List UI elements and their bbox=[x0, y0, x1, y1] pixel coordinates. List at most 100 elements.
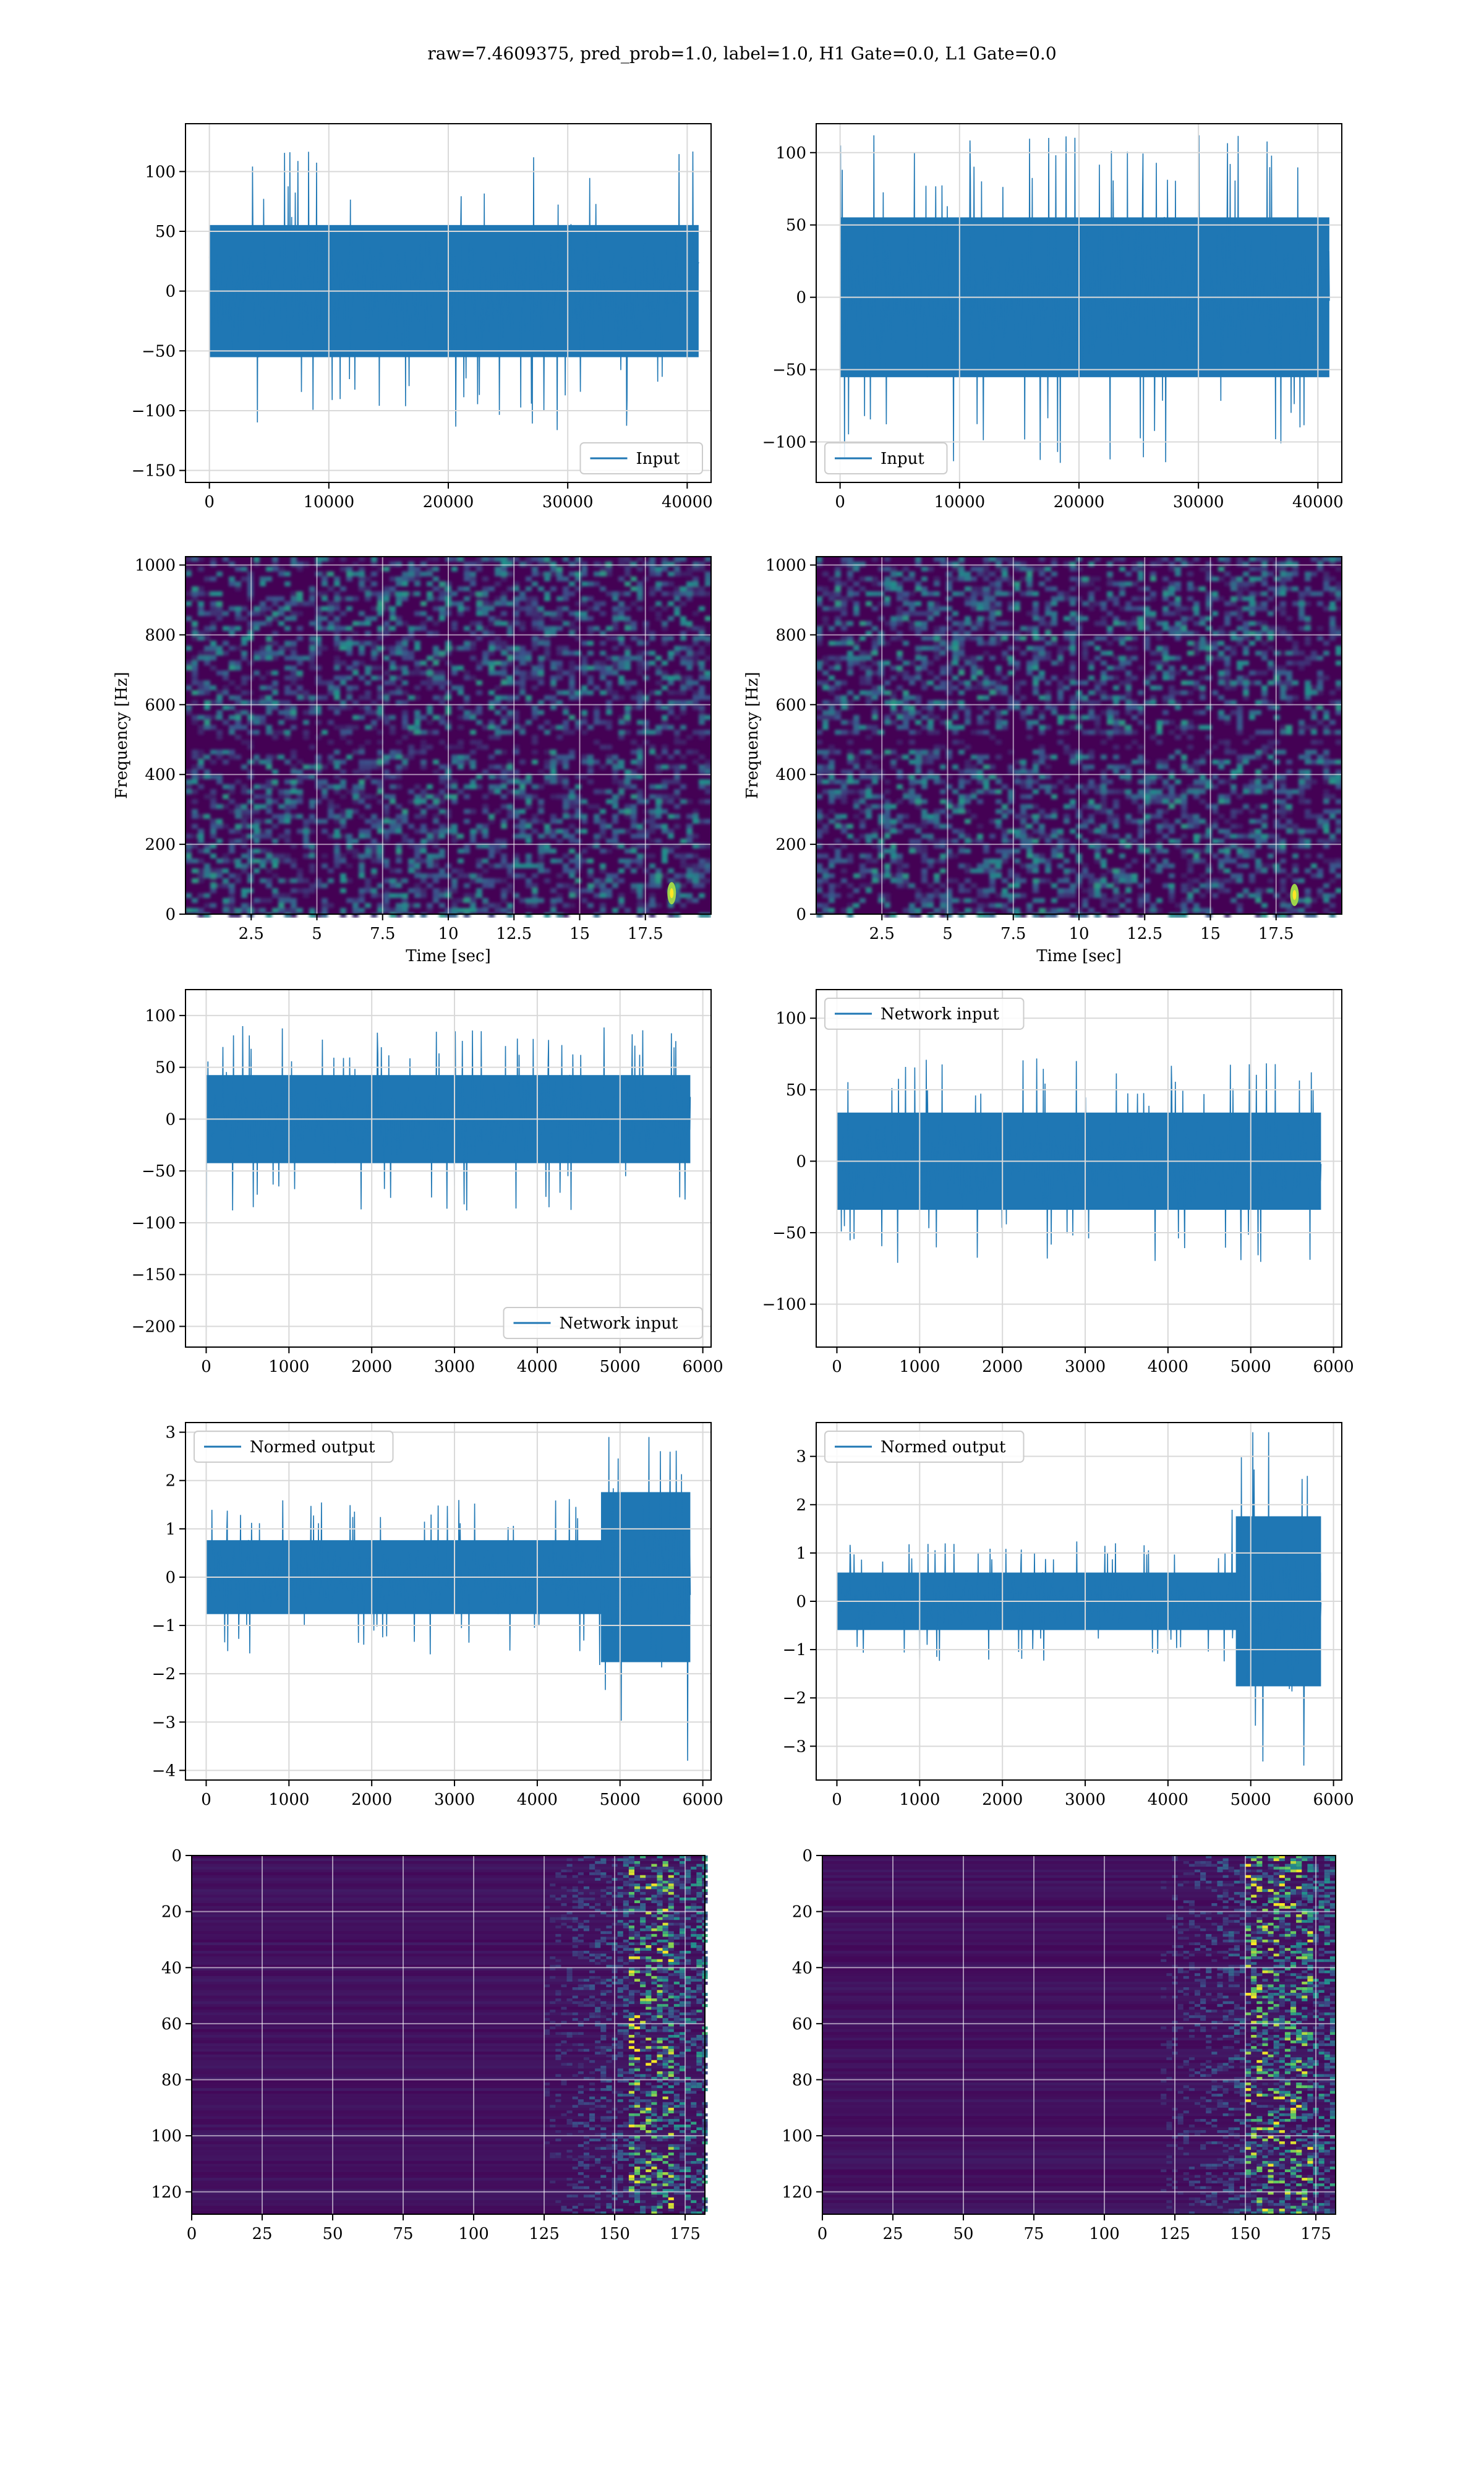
heatmap-cell bbox=[1070, 576, 1076, 581]
heatmap-cell bbox=[519, 661, 526, 666]
heatmap-cell bbox=[816, 680, 822, 685]
heatmap-cell bbox=[328, 809, 334, 814]
heatmap-cell bbox=[946, 804, 952, 809]
heatmap-cell bbox=[618, 675, 625, 680]
heatmap-cell bbox=[229, 725, 235, 730]
heatmap-cell bbox=[260, 651, 266, 656]
x-tick-label: 30000 bbox=[1173, 493, 1224, 511]
heatmap-cell bbox=[1132, 581, 1138, 586]
heatmap-cell bbox=[693, 854, 699, 858]
heatmap-cell bbox=[396, 804, 402, 809]
heatmap-cell bbox=[1101, 606, 1107, 611]
heatmap-cell bbox=[210, 799, 216, 804]
heatmap-cell bbox=[235, 661, 241, 666]
heatmap-cell bbox=[229, 695, 235, 700]
heatmap-cell bbox=[940, 720, 946, 725]
heatmap-cell bbox=[464, 908, 470, 913]
heatmap-cell bbox=[649, 730, 655, 735]
heatmap-cell bbox=[1088, 661, 1094, 666]
heatmap-cell bbox=[996, 819, 1002, 824]
heatmap-cell bbox=[996, 611, 1002, 616]
heatmap-cell bbox=[1181, 913, 1187, 918]
heatmap-cell bbox=[247, 631, 254, 636]
heatmap-cell bbox=[532, 873, 538, 878]
heatmap-cell bbox=[241, 636, 247, 641]
heatmap-cell bbox=[266, 898, 272, 903]
heatmap-cell bbox=[1020, 636, 1026, 641]
heatmap-cell bbox=[705, 715, 711, 720]
heatmap-cell bbox=[897, 858, 903, 863]
heatmap-cell bbox=[223, 651, 229, 656]
heatmap-cell bbox=[439, 849, 445, 854]
heatmap-cell bbox=[686, 626, 693, 631]
heatmap-cell bbox=[303, 829, 309, 834]
heatmap-cell bbox=[328, 868, 334, 873]
heatmap-cell bbox=[822, 670, 829, 675]
heatmap-cell bbox=[1156, 844, 1162, 849]
heatmap-cell bbox=[829, 710, 835, 715]
heatmap-cell bbox=[556, 596, 563, 601]
heatmap-cell bbox=[829, 700, 835, 705]
heatmap-cell bbox=[1138, 606, 1144, 611]
heatmap-cell bbox=[266, 695, 272, 700]
heatmap-cell bbox=[618, 661, 625, 666]
heatmap-cell bbox=[501, 596, 507, 601]
heatmap-cell bbox=[309, 710, 315, 715]
heatmap-cell bbox=[284, 809, 291, 814]
heatmap-cell bbox=[359, 814, 365, 819]
heatmap-cell bbox=[1039, 621, 1045, 626]
heatmap-cell bbox=[631, 750, 637, 755]
heatmap-cell bbox=[340, 814, 346, 819]
heatmap-cell bbox=[340, 769, 346, 774]
heatmap-cell bbox=[507, 646, 513, 651]
heatmap-cell bbox=[835, 814, 841, 819]
heatmap-cell bbox=[229, 829, 235, 834]
heatmap-cell bbox=[958, 725, 965, 730]
heatmap-cell bbox=[383, 690, 390, 695]
heatmap-cell bbox=[346, 878, 352, 883]
heatmap-cell bbox=[439, 675, 445, 680]
heatmap-cell bbox=[952, 725, 958, 730]
heatmap-cell bbox=[1026, 784, 1033, 789]
heatmap-cell bbox=[835, 700, 841, 705]
heatmap-cell bbox=[897, 596, 903, 601]
heatmap-cell bbox=[971, 685, 977, 690]
heatmap-cell bbox=[915, 631, 921, 636]
heatmap-cell bbox=[841, 562, 847, 567]
heatmap-cell bbox=[983, 755, 989, 760]
heatmap-cell bbox=[414, 730, 420, 735]
heatmap-cell bbox=[1026, 908, 1033, 913]
heatmap-cell bbox=[643, 621, 649, 626]
heatmap-cell bbox=[915, 769, 921, 774]
heatmap-cell bbox=[1132, 636, 1138, 641]
heatmap-cell bbox=[352, 621, 359, 626]
heatmap-cell bbox=[612, 606, 618, 611]
heatmap-cell bbox=[334, 661, 340, 666]
heatmap-cell bbox=[977, 715, 983, 720]
heatmap-cell bbox=[977, 641, 983, 646]
heatmap-cell bbox=[686, 571, 693, 576]
heatmap-cell bbox=[297, 779, 303, 784]
heatmap-cell bbox=[705, 799, 711, 804]
heatmap-cell bbox=[1039, 829, 1045, 834]
heatmap-cell bbox=[1045, 567, 1051, 571]
heatmap-cell bbox=[1039, 581, 1045, 586]
heatmap-cell bbox=[1113, 700, 1119, 705]
heatmap-cell bbox=[328, 586, 334, 591]
heatmap-cell bbox=[291, 616, 297, 621]
heatmap-cell bbox=[927, 680, 934, 685]
heatmap-cell bbox=[538, 799, 544, 804]
heatmap-cell bbox=[693, 705, 699, 710]
heatmap-cell bbox=[989, 690, 996, 695]
heatmap-cell bbox=[921, 680, 927, 685]
heatmap-cell bbox=[841, 908, 847, 913]
heatmap-cell bbox=[847, 858, 853, 863]
heatmap-cell bbox=[1101, 794, 1107, 799]
heatmap-cell bbox=[309, 913, 315, 918]
heatmap-cell bbox=[322, 591, 328, 596]
heatmap-cell bbox=[686, 656, 693, 661]
heatmap-cell bbox=[946, 666, 952, 670]
heatmap-cell bbox=[606, 878, 612, 883]
heatmap-cell bbox=[581, 710, 587, 715]
heatmap-cell bbox=[1094, 849, 1101, 854]
